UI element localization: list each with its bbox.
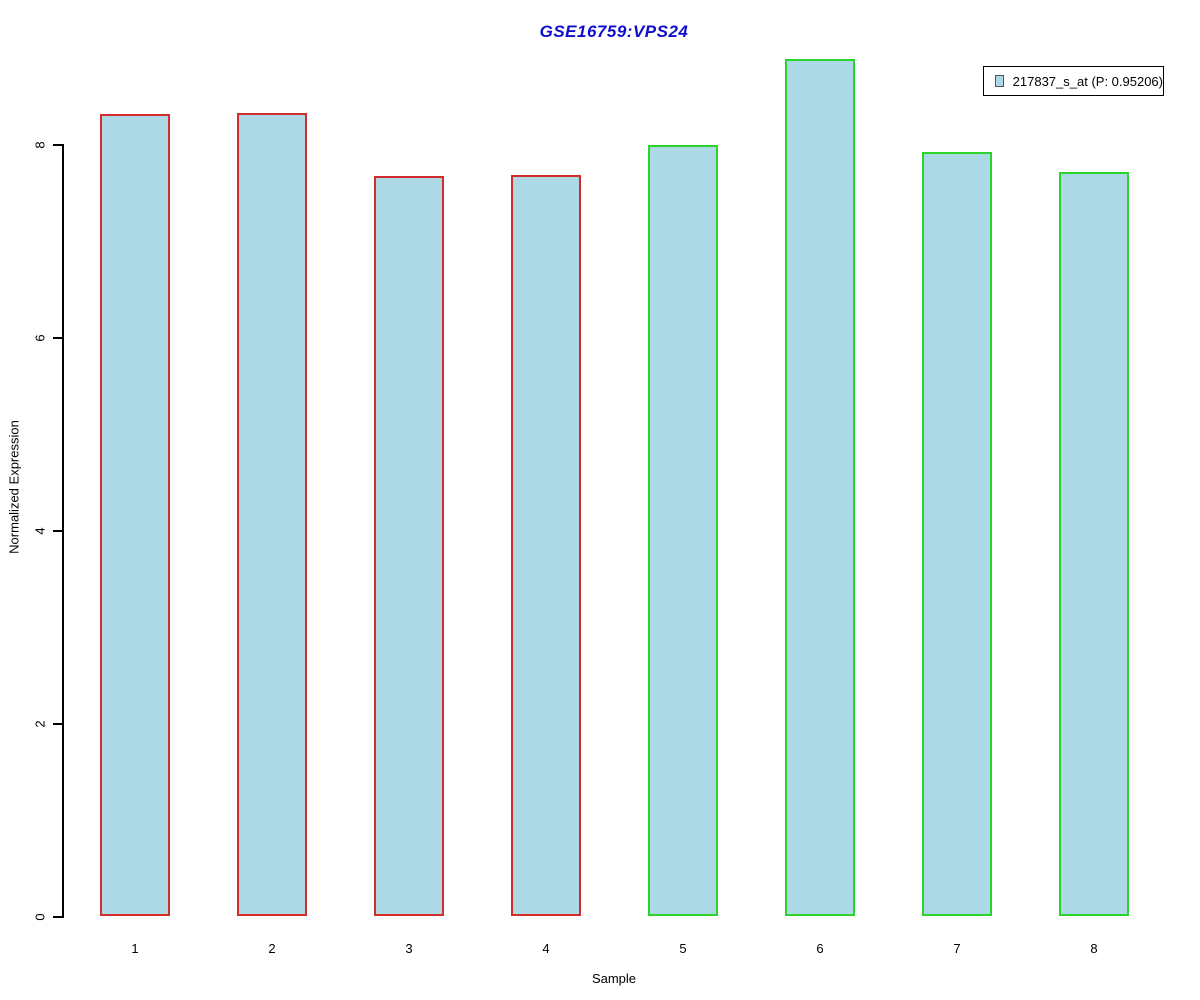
y-axis-label: Normalized Expression: [6, 420, 22, 554]
x-tick-label: 8: [1090, 941, 1098, 956]
bar-sample-4: [511, 174, 581, 916]
x-tick-label: 6: [816, 941, 824, 956]
y-tick-label: 6: [32, 334, 48, 342]
bar-sample-7: [922, 151, 992, 916]
y-tick-mark: [53, 723, 62, 725]
bar-sample-8: [1059, 171, 1129, 916]
bar-sample-5: [648, 144, 718, 916]
y-axis-line: [62, 144, 64, 918]
legend-label: 217837_s_at (P: 0.95206): [1012, 73, 1163, 89]
y-tick-mark: [53, 144, 62, 146]
x-tick-label: 2: [268, 941, 276, 956]
y-tick-mark: [53, 530, 62, 532]
x-tick-label: 5: [679, 941, 687, 956]
bar-sample-2: [237, 113, 307, 916]
y-tick-mark: [53, 337, 62, 339]
x-tick-label: 4: [542, 941, 550, 956]
x-tick-label: 3: [405, 941, 413, 956]
y-tick-mark: [53, 916, 62, 918]
x-axis-label: Sample: [591, 971, 637, 986]
bar-sample-6: [785, 59, 855, 916]
y-tick-label: 4: [32, 527, 48, 535]
bar-sample-1: [100, 114, 170, 916]
y-tick-label: 2: [32, 720, 48, 728]
x-tick-label: 1: [131, 941, 139, 956]
y-tick-label: 8: [32, 141, 48, 149]
chart-title: GSE16759:VPS24: [539, 22, 689, 41]
x-tick-label: 7: [953, 941, 961, 956]
y-tick-label: 0: [32, 913, 48, 921]
bar-sample-3: [374, 175, 444, 916]
legend: 217837_s_at (P: 0.95206): [983, 66, 1164, 96]
legend-swatch: [995, 75, 1004, 87]
